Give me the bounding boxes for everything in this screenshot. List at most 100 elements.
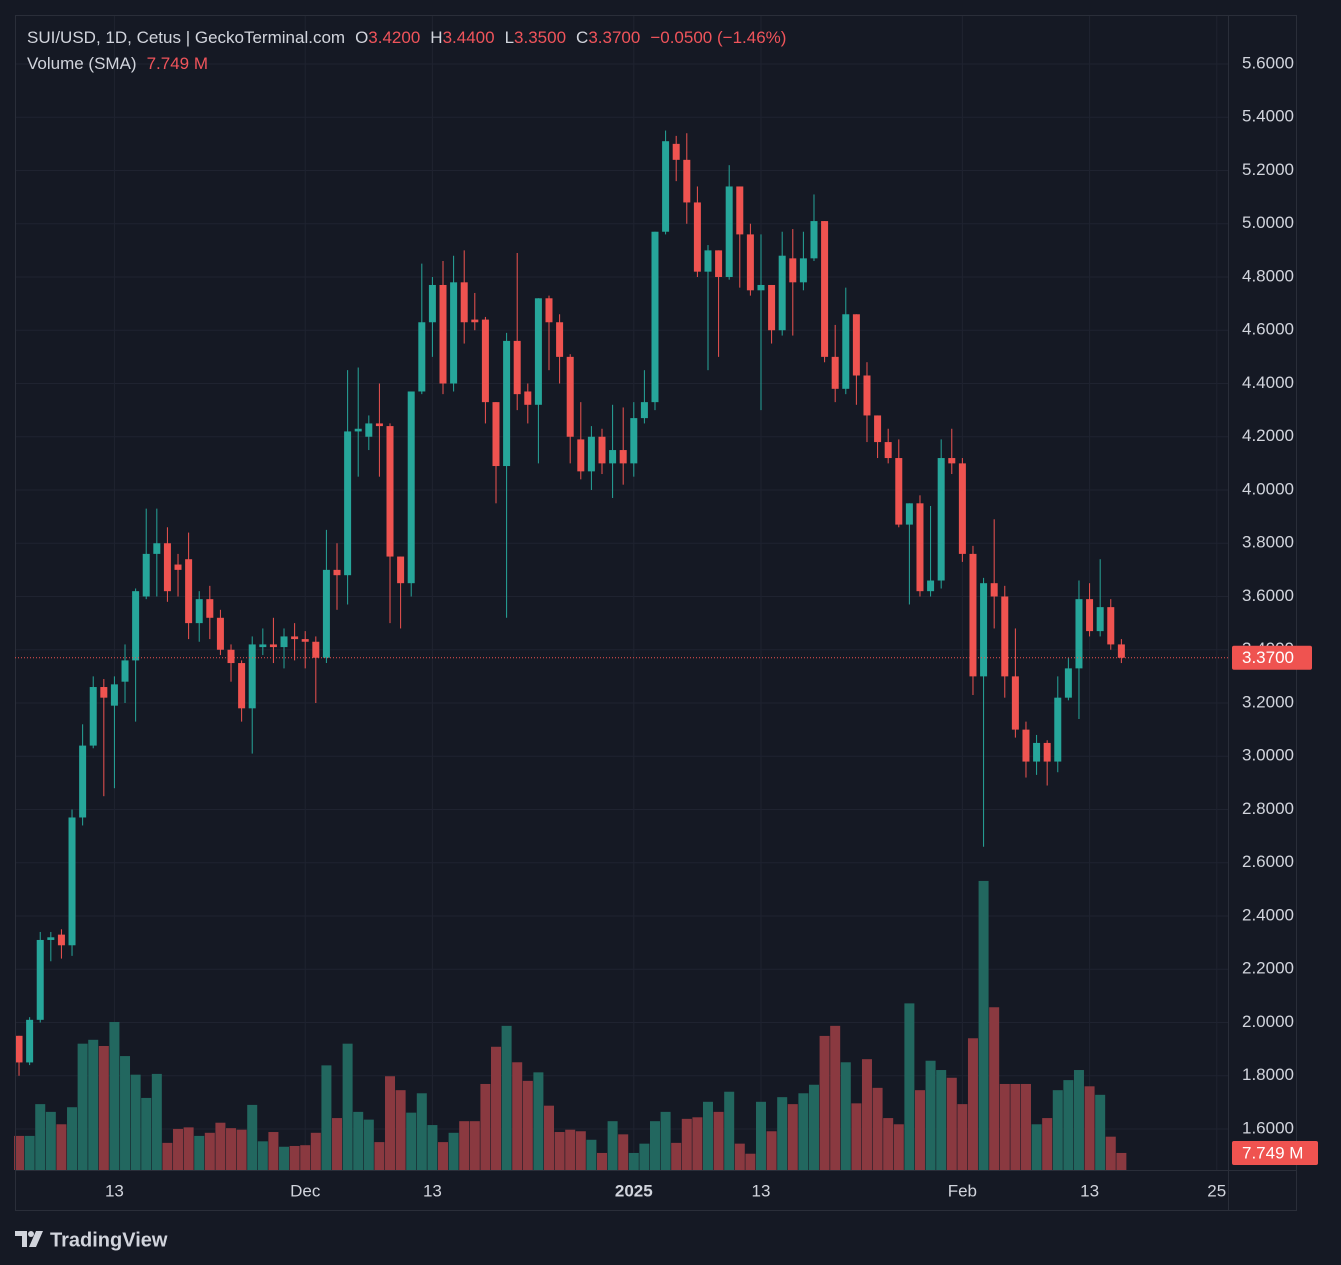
volume-bar (501, 1025, 512, 1170)
y-tick-label: 2.2000 (1242, 959, 1294, 978)
candle-body (704, 250, 712, 272)
candle-body (365, 423, 373, 437)
x-tick-label: 13 (105, 1181, 124, 1200)
candle-body (428, 284, 436, 323)
candle-body (948, 458, 956, 464)
volume-bar (957, 1104, 968, 1170)
y-tick-label: 2.6000 (1242, 852, 1294, 871)
candle-body (79, 745, 87, 818)
y-tick-label: 3.0000 (1242, 746, 1294, 765)
y-tick-label: 1.8000 (1242, 1065, 1294, 1084)
candle-body (227, 649, 235, 664)
y-tick-label: 5.4000 (1242, 107, 1294, 126)
candle-body (68, 817, 76, 946)
volume-bar (342, 1043, 353, 1170)
candle-body (842, 314, 850, 389)
candle-body (26, 1019, 34, 1063)
volume-bar (67, 1107, 78, 1170)
candle-body (969, 553, 977, 677)
volume-bar (522, 1080, 533, 1170)
candle-body (598, 436, 606, 464)
volume-bar (596, 1152, 607, 1170)
candle-body (980, 583, 988, 677)
volume-bar (861, 1059, 872, 1170)
volume-bar (109, 1021, 120, 1170)
candle-body (1022, 729, 1030, 762)
volume-bar (543, 1105, 554, 1170)
volume-bar (565, 1129, 576, 1170)
y-tick-label: 4.6000 (1242, 320, 1294, 339)
ohlc-value: 3.3700 (588, 28, 640, 47)
volume-bar (745, 1153, 756, 1170)
candle-body (47, 937, 55, 940)
candle-body (1075, 599, 1083, 669)
y-tick-label: 2.4000 (1242, 905, 1294, 924)
volume-bar (512, 1062, 523, 1170)
volume-bar (1052, 1090, 1063, 1170)
candle-body (1107, 607, 1115, 645)
volume-bar (586, 1139, 597, 1170)
volume-bar (130, 1074, 141, 1170)
candle-body (471, 319, 479, 323)
candle-body (587, 436, 595, 472)
candle-body (57, 934, 65, 946)
volume-bar (713, 1111, 724, 1170)
volume-bar (385, 1076, 396, 1170)
candle-body (937, 458, 945, 581)
volume-bar (1095, 1094, 1106, 1170)
volume-bar (554, 1132, 565, 1170)
candle-body (216, 617, 224, 650)
logo-mark (29, 1231, 43, 1247)
candles (15, 130, 1125, 1076)
volume-bar (448, 1132, 459, 1170)
y-tick-label: 3.6000 (1242, 586, 1294, 605)
volume-bar (427, 1125, 438, 1170)
volume-bar (1063, 1080, 1074, 1170)
candle-body (609, 450, 617, 464)
candle-body (481, 319, 489, 403)
volume-bar (120, 1056, 131, 1170)
candle-body (757, 284, 765, 291)
volume-bar (681, 1118, 692, 1170)
candle-body (1064, 668, 1072, 698)
volume-bar (469, 1121, 480, 1170)
volume-bar (162, 1142, 173, 1170)
y-tick-label: 5.6000 (1242, 53, 1294, 72)
candle-body (1086, 599, 1094, 632)
volume-bar (56, 1124, 67, 1170)
candle-body (333, 569, 341, 576)
candle-body (693, 202, 701, 272)
volume-bar (77, 1043, 88, 1170)
x-tick-label: 13 (423, 1181, 442, 1200)
candle-body (344, 431, 352, 576)
volume-bar (226, 1128, 237, 1170)
candle-body (1011, 676, 1019, 730)
last-price-label: 3.3700 (1242, 648, 1294, 667)
volume-bar (1031, 1124, 1042, 1170)
x-tick-label: 13 (752, 1181, 771, 1200)
volume-bar (734, 1143, 745, 1170)
candle-body (619, 450, 627, 464)
volume-bar (279, 1146, 290, 1170)
y-tick-label: 3.8000 (1242, 533, 1294, 552)
candle-body (142, 553, 150, 597)
last-price-box (1232, 645, 1312, 670)
candle-body (36, 939, 44, 1020)
volume-bar (692, 1117, 703, 1170)
volume-bar (830, 1025, 841, 1170)
volume-bar (999, 1083, 1010, 1170)
x-tick-label: 25 (1207, 1181, 1226, 1200)
candle-body (672, 143, 680, 160)
candle-body (460, 282, 468, 323)
candle-body (524, 391, 532, 405)
volume-bar (353, 1111, 364, 1170)
candle-body (248, 644, 256, 709)
x-tick-label: 2025 (615, 1181, 653, 1200)
candle-body (132, 591, 140, 661)
logo-mark (28, 1231, 34, 1237)
y-tick-label: 4.0000 (1242, 479, 1294, 498)
change: −0.0500 (−1.46%) (650, 28, 786, 47)
candle-body (534, 298, 542, 405)
volume-bar (914, 1090, 925, 1170)
candle-body (810, 221, 818, 259)
